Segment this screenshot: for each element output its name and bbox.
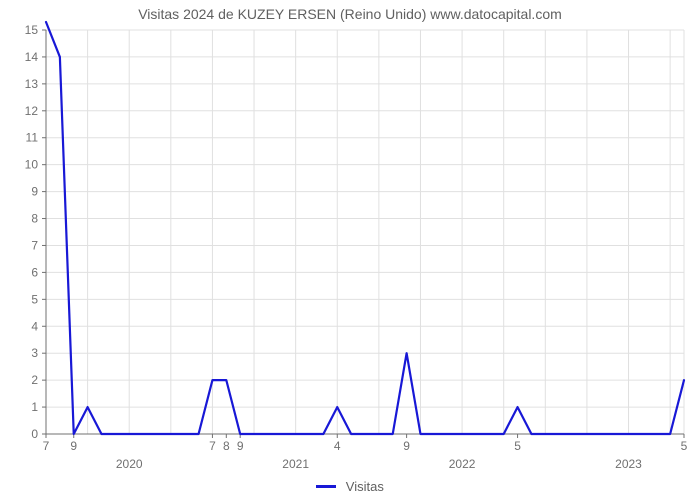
- svg-text:12: 12: [25, 104, 39, 118]
- svg-text:2022: 2022: [449, 457, 476, 471]
- svg-text:2020: 2020: [116, 457, 143, 471]
- svg-text:11: 11: [26, 131, 39, 145]
- svg-text:2: 2: [31, 373, 38, 387]
- svg-text:9: 9: [237, 439, 244, 453]
- svg-text:6: 6: [31, 265, 38, 279]
- svg-text:15: 15: [25, 23, 39, 37]
- svg-text:13: 13: [25, 77, 39, 91]
- svg-text:5: 5: [681, 439, 688, 453]
- svg-text:4: 4: [334, 439, 341, 453]
- svg-text:9: 9: [403, 439, 410, 453]
- svg-text:5: 5: [514, 439, 521, 453]
- svg-text:9: 9: [70, 439, 77, 453]
- legend-label: Visitas: [346, 479, 384, 494]
- svg-text:10: 10: [25, 158, 39, 172]
- svg-text:0: 0: [31, 427, 38, 441]
- svg-text:5: 5: [31, 292, 38, 306]
- svg-text:3: 3: [31, 346, 38, 360]
- svg-text:8: 8: [223, 439, 230, 453]
- svg-text:4: 4: [31, 319, 38, 333]
- svg-text:2021: 2021: [282, 457, 309, 471]
- svg-text:1: 1: [31, 400, 38, 414]
- svg-text:8: 8: [31, 212, 38, 226]
- svg-text:9: 9: [31, 185, 38, 199]
- svg-text:7: 7: [209, 439, 216, 453]
- svg-text:7: 7: [31, 238, 38, 252]
- svg-text:2023: 2023: [615, 457, 642, 471]
- svg-text:7: 7: [43, 439, 50, 453]
- chart-legend: Visitas: [0, 478, 700, 494]
- svg-text:14: 14: [25, 50, 39, 64]
- chart-plot-area: 0123456789101112131415797894955202020212…: [0, 0, 700, 500]
- legend-swatch: [316, 485, 336, 488]
